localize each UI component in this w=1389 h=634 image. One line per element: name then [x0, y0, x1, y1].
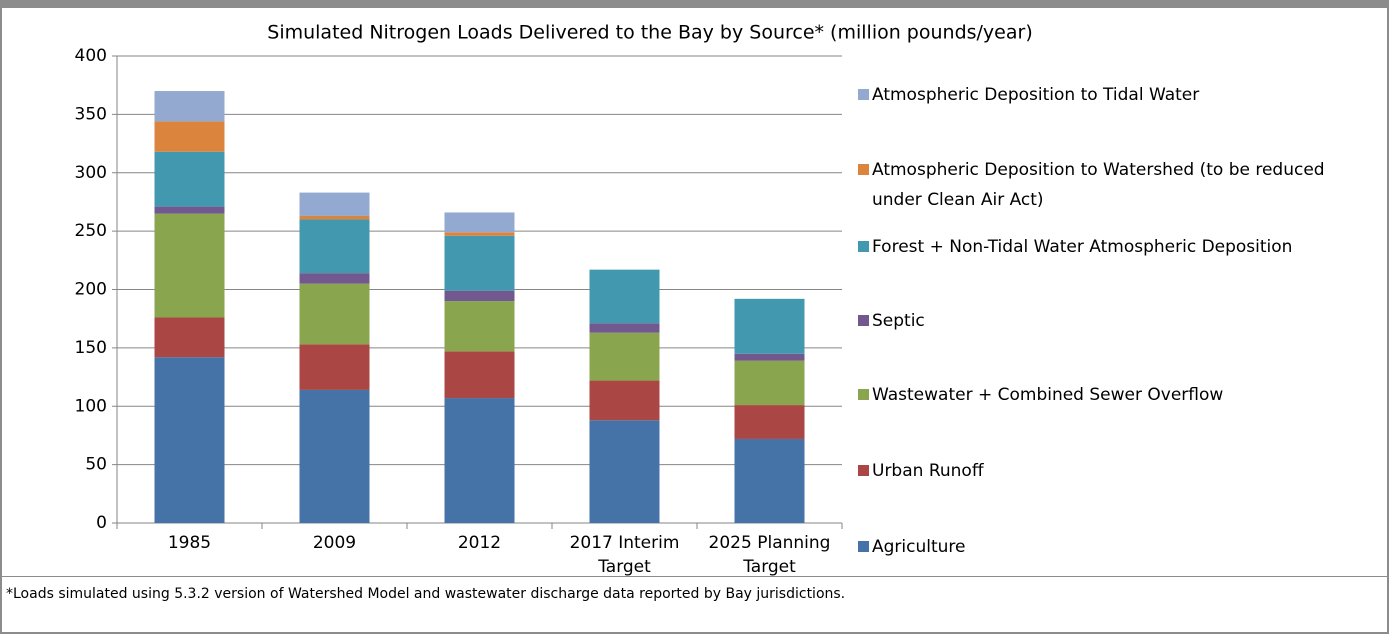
x-tick-label: 2025 Planning Target [708, 533, 831, 577]
x-tick-label: 2017 Interim Target [569, 533, 680, 577]
bar-segment [734, 298, 805, 354]
y-tick-label: 300 [75, 163, 107, 183]
bar-segment [444, 212, 515, 233]
footnote: *Loads simulated using 5.3.2 version of … [6, 586, 846, 602]
legend-label: Forest + Non-Tidal Water Atmospheric Dep… [872, 237, 1293, 257]
bar-segment [734, 353, 805, 361]
bar-segment [154, 206, 225, 214]
legend-label: Urban Runoff [872, 461, 984, 481]
y-tick-label: 400 [75, 46, 107, 66]
bar-segment [734, 405, 805, 439]
y-tick-label: 250 [75, 221, 107, 241]
bar-segment [154, 317, 225, 358]
bar-segment [444, 235, 515, 291]
legend-swatch [858, 315, 869, 326]
y-tick-label: 200 [75, 280, 107, 300]
legend-label: Atmospheric Deposition to Tidal Water [872, 85, 1200, 105]
x-tick-label: 1985 [167, 533, 212, 553]
legend-label: Wastewater + Combined Sewer Overflow [872, 385, 1224, 405]
x-tick-label: 2009 [312, 533, 357, 553]
bar-segment [299, 344, 370, 390]
bar-segment [299, 273, 370, 284]
bar-segment [154, 357, 225, 523]
bar-segment [589, 420, 660, 523]
bar-segment [589, 269, 660, 324]
bar-segment [734, 360, 805, 406]
bar-segment [444, 301, 515, 352]
separator [2, 576, 1387, 577]
y-tick-label: 50 [85, 455, 107, 475]
bar-segment [444, 398, 515, 523]
legend-swatch [858, 541, 869, 552]
bar-segment [444, 290, 515, 302]
bar-segment [299, 215, 370, 220]
bar-segment [299, 389, 370, 523]
y-tick-label: 350 [75, 104, 107, 124]
legend-swatch [858, 89, 869, 100]
bar-segment [444, 232, 515, 236]
bar-segment [734, 438, 805, 523]
legend-label: Agriculture [872, 537, 966, 557]
bar-segment [154, 213, 225, 318]
y-tick-label: 0 [96, 513, 107, 533]
legend-swatch [858, 241, 869, 252]
bar-segment [299, 219, 370, 274]
x-tick-label: 2012 [457, 533, 502, 553]
legend-swatch [858, 465, 869, 476]
bar-segment [154, 91, 225, 122]
bar-segment [154, 121, 225, 152]
y-tick-label: 100 [75, 396, 107, 416]
chart-title: Simulated Nitrogen Loads Delivered to th… [267, 22, 1032, 44]
chart: Simulated Nitrogen Loads Delivered to th… [75, 22, 1033, 552]
bar-segment [299, 192, 370, 216]
bar-segment [589, 332, 660, 381]
bar-segment [154, 151, 225, 207]
legend-label: Atmospheric Deposition to Watershed (to … [872, 160, 1325, 210]
legend-swatch [858, 389, 869, 400]
bar-segment [589, 323, 660, 333]
legend-label: Septic [872, 311, 925, 331]
legend-swatch [858, 164, 869, 175]
bar-segment [444, 351, 515, 399]
y-tick-label: 150 [75, 338, 107, 358]
bar-segment [589, 380, 660, 421]
bar-segment [299, 283, 370, 345]
